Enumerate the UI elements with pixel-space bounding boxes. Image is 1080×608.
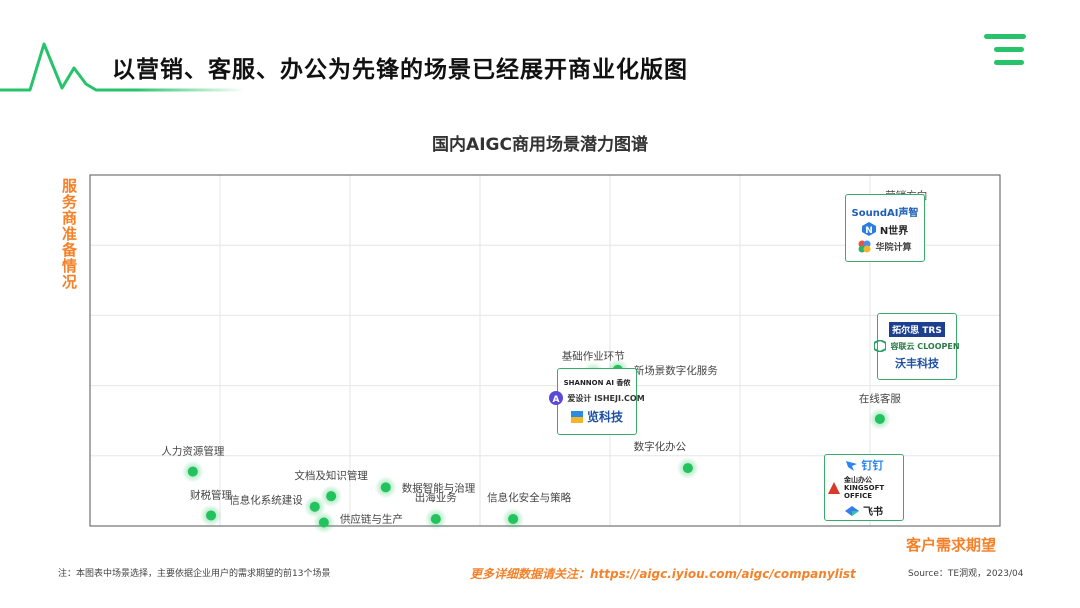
scatter-point-dot	[508, 513, 519, 524]
shannon-logo: SHANNON AI 香侬	[563, 379, 631, 387]
y-axis-label: 服务商准备情况	[60, 178, 78, 290]
scatter-point-label: 数据智能与治理	[402, 481, 476, 494]
scatter-point-dot	[187, 466, 198, 477]
kingsoft-office-logo: 金山办公 KINGSOFT OFFICE	[828, 476, 900, 500]
scatter-point-dot	[430, 513, 441, 524]
svg-text:A: A	[553, 395, 560, 405]
n-world-icon: N	[861, 222, 876, 236]
logo-group-service: 拓尔思 TRS 容联云 CLOOPEN 沃丰科技	[874, 313, 960, 380]
feishu-icon	[845, 505, 859, 516]
cloopen-icon	[874, 340, 887, 352]
dingtalk-logo: 钉钉	[845, 457, 884, 473]
logo-group-basic: SHANNON AI 香侬 A 爱设计 ISHEJI.COM 览科技	[549, 368, 645, 435]
scatter-point: 信息化安全与策略	[487, 491, 572, 530]
aisheji-icon: A	[549, 391, 564, 405]
page-title: 以营销、客服、办公为先锋的场景已经展开商业化版图	[112, 57, 688, 83]
header-pulse-line	[0, 42, 245, 92]
svg-text:N: N	[865, 226, 873, 236]
scatter-point: 供应链与生产	[312, 511, 403, 534]
trs-logo: 拓尔思 TRS	[889, 322, 945, 337]
scatter-point-label: 出海业务	[415, 491, 457, 504]
scatter-point-label: 人力资源管理	[161, 445, 224, 458]
scatter-point-label: 在线客服	[859, 392, 901, 405]
scatter-point: 数据智能与治理	[374, 476, 476, 499]
n-world-logo: N N世界	[861, 222, 908, 237]
scatter-point-dot	[682, 463, 693, 474]
huayuan-icon	[858, 240, 871, 252]
scatter-point: 信息化系统建设	[229, 494, 326, 518]
scatter-point-dot	[380, 482, 391, 493]
aisheji-logo: A 爱设计 ISHEJI.COM	[549, 391, 645, 405]
scatter-point-label: 供应链与生产	[340, 512, 403, 525]
source-note: Source：TE洞观，2023/04	[908, 569, 1024, 579]
soundai-logo: SoundAI声智	[851, 207, 919, 219]
scatter-point-dot	[318, 517, 329, 528]
scatter-point-dot	[309, 501, 320, 512]
scatter-point: 数字化办公	[634, 440, 699, 480]
scatter-point: 文档及知识管理	[294, 469, 368, 508]
scatter-point: 在线客服	[859, 392, 901, 430]
more-info-link[interactable]: 更多详细数据请关注：https://aigc.iyiou.com/aigc/co…	[470, 567, 856, 581]
scatter-point-label: 财税管理	[190, 488, 232, 501]
plot-frame	[89, 174, 1001, 527]
wofeng-logo: 沃丰科技	[895, 357, 939, 370]
scatter-point-dot	[874, 413, 885, 424]
logo-group-office: 钉钉 金山办公 KINGSOFT OFFICE 飞书	[824, 454, 904, 521]
kingsoft-icon	[828, 482, 840, 494]
lan-tech-icon	[570, 410, 583, 423]
dingtalk-icon	[845, 460, 857, 471]
scatter-point: 人力资源管理	[161, 445, 225, 483]
scatter-point-label: 文档及知识管理	[294, 469, 368, 482]
x-axis-label: 客户需求期望	[905, 536, 996, 554]
logo-group-marketing: SoundAI声智 N N世界 华院计算	[845, 194, 925, 262]
scatter-point: 出海业务	[415, 491, 457, 530]
scatter-point-dot	[206, 510, 217, 521]
brand-logo-icon	[984, 32, 1028, 68]
scatter-point-label: 信息化安全与策略	[487, 491, 571, 504]
scatter-point-label: 信息化系统建设	[229, 494, 303, 507]
feishu-logo: 飞书	[845, 503, 883, 518]
huayuan-logo: 华院计算	[858, 240, 912, 253]
chart-title: 国内AIGC商用场景潜力图谱	[432, 135, 648, 155]
footnote: 注：本图表中场景选择，主要依据企业用户的需求期望的前13个场景	[58, 569, 331, 579]
scatter-point-label: 数字化办公	[634, 440, 687, 453]
scatter-point-label: 基础作业环节	[562, 349, 625, 362]
lan-tech-logo: 览科技	[570, 408, 623, 425]
scatter-point: 财税管理	[190, 488, 233, 527]
scatter-point-dot	[326, 491, 337, 502]
cloopen-logo: 容联云 CLOOPEN	[874, 340, 960, 352]
scatter-point-label: 新场景数字化服务	[634, 364, 718, 377]
